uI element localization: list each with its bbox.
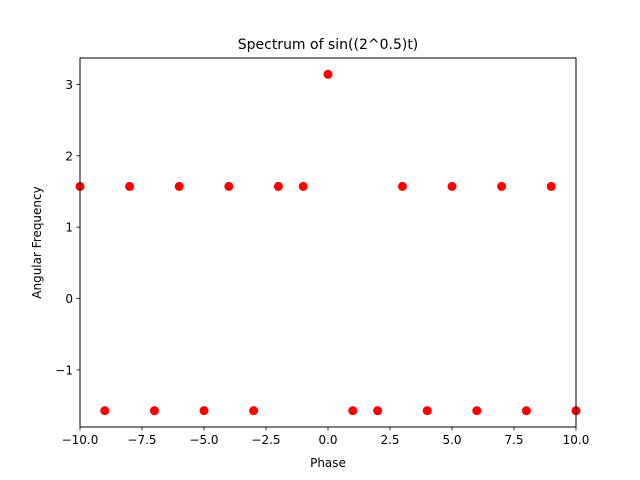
y-tick-label: 1 [65, 221, 73, 235]
x-tick-label: 10.0 [563, 433, 590, 447]
data-point [125, 181, 135, 191]
data-point [447, 181, 457, 191]
x-axis-ticks: −10.0 −7.5 −5.0 −2.5 0.0 2.5 5.0 7.5 10.0 [62, 427, 590, 447]
x-tick-label: −2.5 [251, 433, 280, 447]
x-tick-label: 2.5 [380, 433, 399, 447]
data-point [422, 406, 432, 416]
axes-background [80, 58, 576, 427]
y-axis-label: Angular Frequency [30, 186, 44, 298]
y-axis-ticks: −1 0 1 2 3 [55, 78, 80, 377]
data-point [224, 181, 234, 191]
x-tick-label: 0.0 [318, 433, 337, 447]
plot-area [75, 57, 581, 428]
data-point [397, 181, 407, 191]
data-point [323, 69, 333, 79]
x-tick-label: 7.5 [504, 433, 523, 447]
x-tick-label: −5.0 [189, 433, 218, 447]
chart-title: Spectrum of sin((2^0.5)t) [238, 37, 419, 53]
x-tick-label: −7.5 [127, 433, 156, 447]
data-point [249, 406, 259, 416]
y-tick-label: −1 [55, 363, 73, 377]
data-point [100, 406, 110, 416]
data-point [472, 406, 482, 416]
data-point [348, 406, 358, 416]
y-tick-label: 2 [65, 149, 73, 163]
y-tick-label: 3 [65, 78, 73, 92]
data-point [521, 406, 531, 416]
x-axis-label: Phase [310, 456, 346, 470]
data-point [174, 181, 184, 191]
data-points [75, 69, 581, 416]
data-point [273, 181, 283, 191]
data-point [149, 406, 159, 416]
data-point [546, 181, 556, 191]
data-point [298, 181, 308, 191]
y-tick-label: 0 [65, 292, 73, 306]
x-tick-label: 5.0 [442, 433, 461, 447]
data-point [199, 406, 209, 416]
data-point [497, 181, 507, 191]
data-point [373, 406, 383, 416]
x-tick-label: −10.0 [62, 433, 99, 447]
